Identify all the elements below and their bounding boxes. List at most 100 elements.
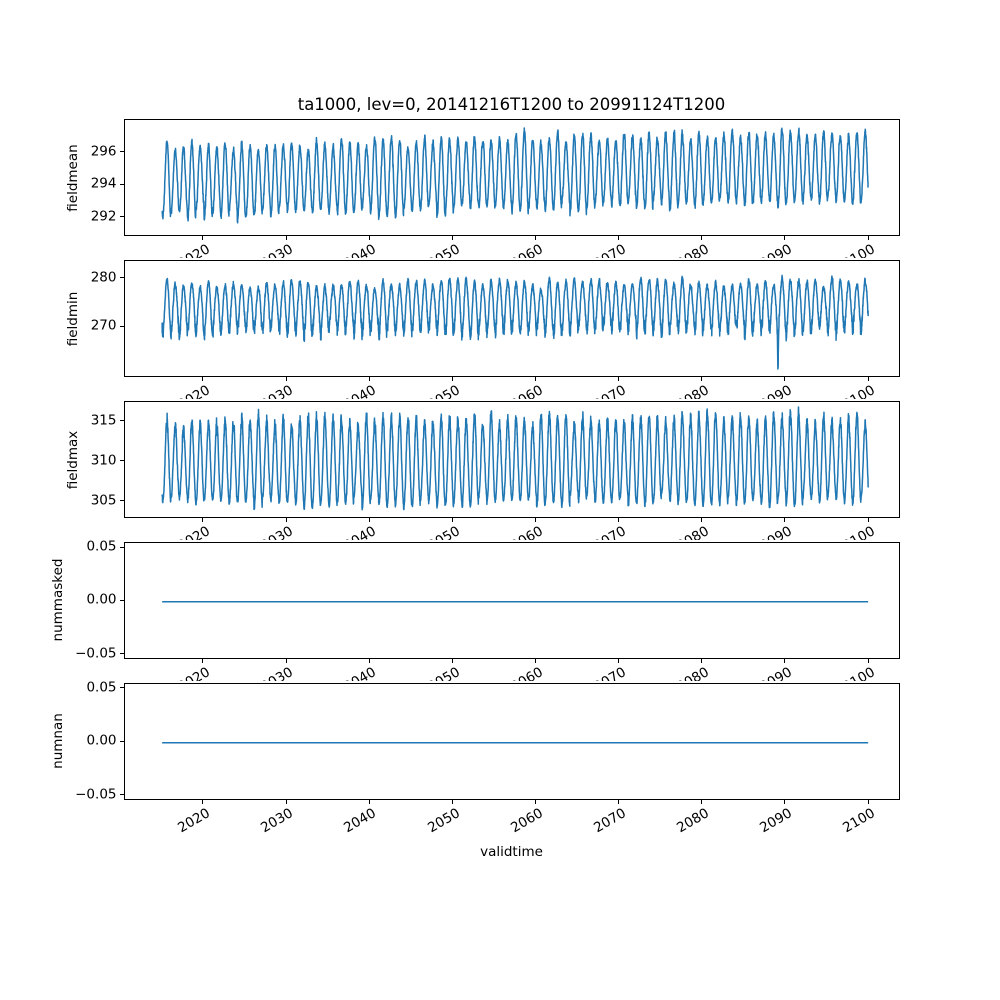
y-tick-label: 0.00 <box>86 732 117 749</box>
y-tick-label: 292 <box>90 208 117 225</box>
subplot-fieldmin <box>123 259 900 378</box>
x-tick-mark <box>368 659 370 664</box>
y-tick-mark <box>119 216 124 218</box>
x-tick-mark <box>285 377 287 382</box>
x-tick-mark <box>618 377 620 382</box>
y-tick-mark <box>119 653 124 655</box>
y-tick-mark <box>119 277 124 278</box>
y-axis-label-fieldmean: fieldmean <box>65 143 81 212</box>
x-tick-label: 2040 <box>341 664 380 681</box>
x-tick-mark <box>202 518 204 523</box>
y-axis-label-nummasked: nummasked <box>50 558 66 642</box>
x-tick-area: 2020 2030 2040 2050 2060 2070 2080 2090 2100 <box>79 236 946 258</box>
x-tick-mark <box>285 518 287 523</box>
x-tick-label: 2030 <box>258 805 297 837</box>
x-tick-label: 2050 <box>424 805 463 837</box>
x-tick-label: 2070 <box>590 241 629 258</box>
y-tick-mark <box>119 794 124 796</box>
y-tick-label: 315 <box>90 412 117 429</box>
x-tick-mark <box>701 659 703 664</box>
x-tick-mark <box>368 236 370 241</box>
x-tick-label: 2020 <box>175 805 213 837</box>
x-tick-label: 2030 <box>258 523 297 540</box>
x-tick-mark <box>618 236 620 241</box>
subplot-nummasked <box>123 541 900 660</box>
x-tick-label: 2090 <box>757 241 795 258</box>
x-tick-label: 2060 <box>507 805 546 837</box>
y-tick-mark <box>119 151 124 153</box>
x-tick-area: 2020 2030 2040 2050 2060 2070 2080 2090 2100 <box>79 659 946 681</box>
x-tick-label: 2100 <box>840 382 879 399</box>
x-tick-mark <box>701 518 703 523</box>
y-tick-label: −0.05 <box>75 785 117 802</box>
y-tick-label: 310 <box>90 451 117 468</box>
y-tick-mark <box>119 740 124 742</box>
x-tick-mark <box>285 800 287 804</box>
x-tick-mark <box>451 659 453 664</box>
x-tick-mark <box>867 377 869 382</box>
x-tick-label: 2100 <box>840 523 879 540</box>
x-tick-mark <box>368 518 370 523</box>
x-tick-mark <box>451 518 453 523</box>
x-tick-label: 2090 <box>757 664 795 681</box>
x-tick-mark <box>784 518 786 523</box>
x-tick-label: 2070 <box>590 382 629 399</box>
data-line-fieldmin <box>160 274 869 370</box>
x-tick-label: 2070 <box>590 664 629 681</box>
x-tick-label: 2040 <box>341 241 380 258</box>
x-tick-mark <box>701 377 703 382</box>
x-axis-label: validtime <box>480 844 543 860</box>
y-tick-label: 0.05 <box>86 679 117 696</box>
x-tick-label: 2080 <box>674 805 712 837</box>
x-tick-mark <box>701 236 703 241</box>
x-tick-area: 2020 2030 2040 2050 2060 2070 2080 2090 2100 <box>79 377 946 399</box>
x-tick-label: 2100 <box>840 805 879 837</box>
x-tick-mark <box>451 377 453 382</box>
x-tick-label: 2030 <box>258 241 297 258</box>
x-tick-label: 2070 <box>590 523 629 540</box>
x-tick-label: 2020 <box>175 382 213 399</box>
x-tick-label: 2100 <box>840 241 879 258</box>
y-tick-mark <box>119 546 124 548</box>
figure-title: ta1000, lev=0, 20141216T1200 to 20991124… <box>297 95 726 114</box>
x-tick-label: 2050 <box>424 523 463 540</box>
x-tick-area: 2020 2030 2040 2050 2060 2070 2080 2090 2100 <box>79 518 946 540</box>
subplot-fieldmean <box>123 119 900 237</box>
data-line-fieldmean <box>160 127 869 224</box>
x-tick-label: 2040 <box>341 382 380 399</box>
x-tick-label: 2060 <box>507 241 546 258</box>
x-tick-mark <box>784 236 786 241</box>
x-tick-mark <box>202 800 204 804</box>
y-tick-mark <box>119 500 124 502</box>
x-tick-mark <box>285 659 287 664</box>
x-tick-mark <box>867 659 869 664</box>
x-tick-mark <box>535 377 537 382</box>
subplot-fieldmax <box>123 400 900 519</box>
x-tick-mark <box>202 659 204 664</box>
x-tick-mark <box>867 800 869 804</box>
x-tick-mark <box>867 236 869 241</box>
x-tick-label: 2080 <box>674 664 712 681</box>
x-tick-mark <box>451 800 453 804</box>
data-line-fieldmax <box>160 406 869 511</box>
x-tick-mark <box>618 518 620 523</box>
x-tick-label: 2060 <box>507 382 546 399</box>
y-tick-mark <box>119 460 124 462</box>
x-tick-label: 2020 <box>175 241 213 258</box>
x-tick-mark <box>618 800 620 804</box>
x-tick-label: 2050 <box>424 382 463 399</box>
x-tick-label: 2080 <box>674 241 712 258</box>
x-tick-label: 2060 <box>507 664 546 681</box>
x-tick-label: 2060 <box>507 523 546 540</box>
y-tick-label: 296 <box>90 142 117 159</box>
x-tick-label: 2030 <box>258 382 297 399</box>
y-axis-label-fieldmax: fieldmax <box>65 430 81 489</box>
x-tick-mark <box>784 659 786 664</box>
x-tick-label: 2090 <box>757 805 795 837</box>
y-tick-label: 294 <box>90 175 117 192</box>
x-tick-mark <box>701 800 703 804</box>
x-tick-label: 2080 <box>674 523 712 540</box>
x-tick-label: 2020 <box>175 523 213 540</box>
y-axis-label-numnan: numnan <box>50 713 66 770</box>
x-tick-label: 2040 <box>341 523 380 540</box>
